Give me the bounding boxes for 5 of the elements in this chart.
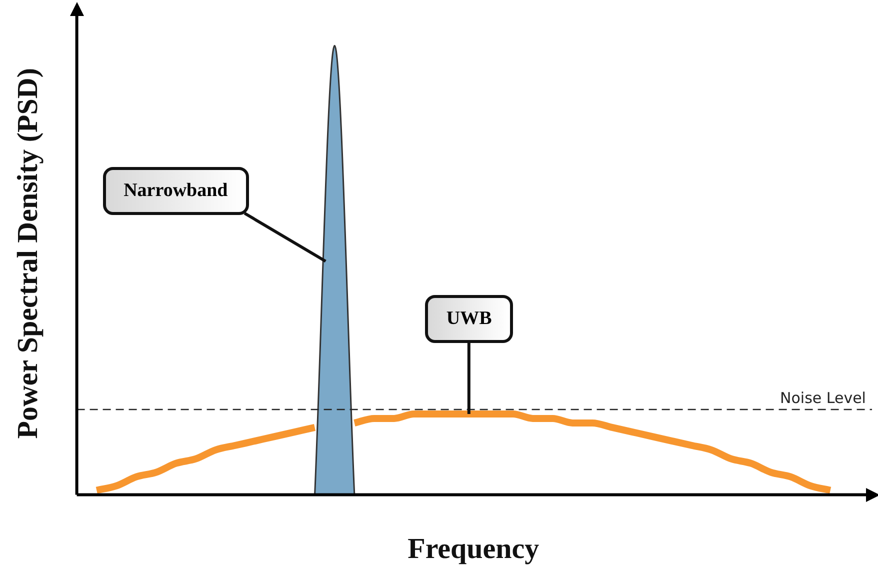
ref-line-label: Noise Level <box>780 389 866 408</box>
text: UWB <box>425 294 513 343</box>
y-axis-title: Power Spectral Density (PSD) <box>12 68 44 439</box>
x-axis-title: Frequency <box>408 533 540 566</box>
text: Narrowband <box>102 167 249 216</box>
